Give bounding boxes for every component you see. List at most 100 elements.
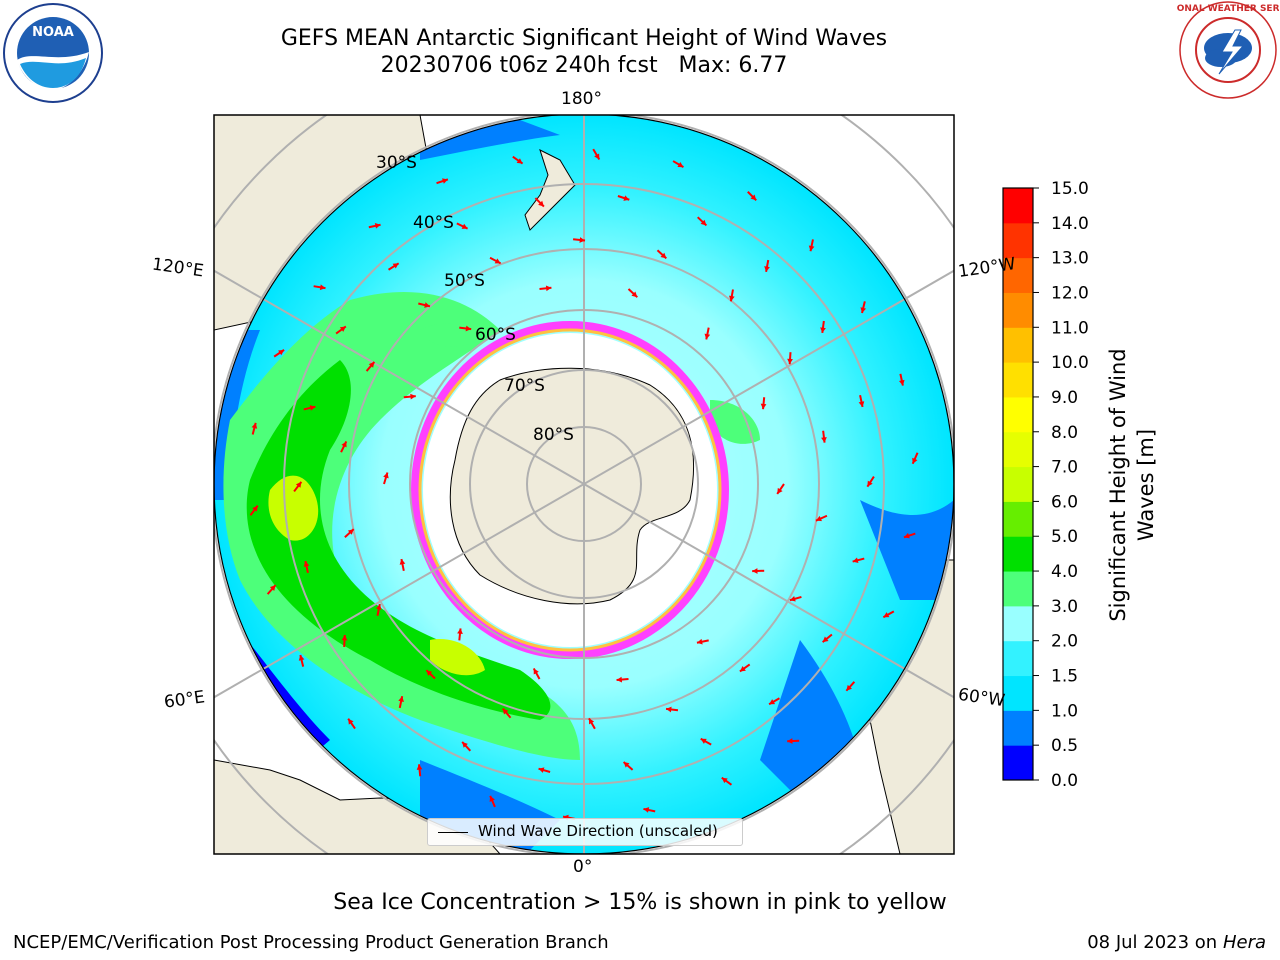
- wave-direction-arrowhead: [616, 676, 623, 683]
- colorbar-band: [1003, 222, 1033, 259]
- wave-direction-arrowhead: [339, 326, 346, 332]
- wave-direction-arrowhead: [739, 666, 746, 672]
- wave-direction-arrowhead: [416, 764, 423, 770]
- wave-direction-arrowhead: [643, 807, 650, 813]
- wave-direction-arrowhead: [704, 333, 711, 340]
- wave-direction-arrowhead: [533, 668, 539, 675]
- wave-direction-arrowhead: [760, 403, 767, 410]
- wave-direction-arrowhead: [912, 457, 918, 464]
- wave-direction-arrowhead: [461, 223, 468, 229]
- wave-direction-arrowhead: [752, 568, 758, 574]
- wave-direction-arrowhead: [457, 628, 463, 634]
- nws-logo: NATIONAL WEATHER SERVICE: [1153, 0, 1280, 102]
- wave-direction-arrowhead: [579, 237, 586, 243]
- wave-direction-arrowhead: [348, 718, 354, 725]
- wave-direction-arrowhead: [903, 532, 910, 539]
- colorbar-tick-label: 1.0: [1051, 701, 1078, 721]
- wave-direction-arrowhead: [821, 437, 827, 443]
- sea-ice-edge: [411, 321, 729, 659]
- colorbar-band: [1003, 292, 1033, 328]
- wave-direction-arrowhead: [631, 291, 638, 298]
- colorbar-tick-label: 5.0: [1051, 527, 1078, 547]
- wave-direction-arrowhead: [252, 505, 258, 512]
- wave-direction-arrowhead: [867, 480, 873, 487]
- wave-direction-arrowhead: [777, 487, 783, 494]
- colorbar-tick-label: 13.0: [1051, 249, 1089, 269]
- colorbar-title-text: Significant Height of Wind Waves [m]: [1106, 348, 1158, 622]
- title-line-1: GEFS MEAN Antarctic Significant Height o…: [280, 26, 888, 51]
- wave-direction-arrowhead: [883, 612, 890, 618]
- footer-credit: NCEP/EMC/Verification Post Processing Pr…: [13, 932, 609, 953]
- wave-direction-arrowhead: [538, 767, 545, 773]
- footer-date: 08 Jul 2023 on Hera: [1087, 932, 1266, 953]
- wave-direction-arrowhead: [398, 696, 404, 702]
- land-antarctica: [449, 367, 695, 605]
- wave-direction-arrowhead: [700, 219, 707, 226]
- wave-direction-arrowhead: [820, 327, 826, 333]
- colorbar-band: [1003, 675, 1033, 711]
- footer-host: Hera: [1222, 932, 1266, 953]
- wave-direction-arrowhead: [309, 405, 316, 411]
- wave-direction-arrowhead: [787, 738, 793, 744]
- legend-label: Wind Wave Direction (unscaled): [478, 822, 718, 840]
- lat-label-50s: 50°S: [444, 271, 485, 291]
- colorbar-tick-label: 9.0: [1051, 388, 1078, 408]
- wave-direction-arrowhead: [789, 596, 796, 602]
- colorbar-tick-label: 15.0: [1051, 179, 1089, 199]
- wave-direction-arrowhead: [660, 252, 667, 259]
- lat-label-30s: 30°S: [376, 153, 417, 173]
- map-legend: Wind Wave Direction (unscaled): [427, 818, 743, 846]
- wave-direction-arrowhead: [545, 285, 552, 292]
- wave-direction-arrowhead: [516, 158, 523, 164]
- colorbar-tick-label: 12.0: [1051, 283, 1089, 303]
- wave-direction-arrowhead: [410, 393, 416, 400]
- wave-direction-arrowhead: [787, 358, 793, 365]
- wind-wave-direction-arrows: [249, 148, 919, 821]
- wave-direction-arrowhead: [383, 472, 389, 479]
- colorbar-band: [1003, 710, 1033, 746]
- wave-direction-arrowhead: [374, 223, 381, 229]
- wave-direction-arrowhead: [424, 302, 430, 308]
- colorbar-tick-label: 0.0: [1051, 771, 1078, 791]
- wave-direction-arrowhead: [426, 670, 433, 676]
- wave-direction-arrowhead: [347, 529, 354, 535]
- colorbar-band: [1003, 466, 1033, 502]
- wave-direction-arrowhead: [442, 178, 448, 184]
- colorbar-tick-label: 10.0: [1051, 353, 1089, 373]
- colorbar-band: [1003, 431, 1033, 468]
- colorbar-tick-label: 7.0: [1051, 458, 1078, 478]
- colorbar-tick-label: 4.0: [1051, 562, 1078, 582]
- wave-direction-arrowhead: [341, 441, 347, 448]
- wave-direction-arrowhead: [750, 194, 757, 201]
- wave-direction-arrowhead: [319, 284, 326, 291]
- wave-direction-arrowhead: [375, 604, 382, 610]
- wave-direction-arrowhead: [462, 741, 468, 748]
- lat-label-60s: 60°S: [475, 325, 516, 345]
- lon-label-0: 0°: [573, 857, 593, 877]
- wave-direction-arrowhead: [489, 795, 495, 802]
- wave-direction-arrowhead: [269, 585, 276, 591]
- wave-direction-arrowhead: [696, 638, 703, 645]
- legend-line-icon: [438, 832, 468, 833]
- wave-direction-arrowhead: [465, 325, 472, 332]
- wave-direction-arrowhead: [898, 379, 905, 386]
- wave-direction-arrowhead: [278, 349, 285, 356]
- wave-direction-arrowhead: [846, 684, 853, 691]
- wave-direction-arrowhead: [588, 718, 595, 725]
- wave-direction-arrowhead: [822, 636, 829, 643]
- wave-direction-arrowhead: [623, 761, 630, 768]
- wave-direction-arrowhead: [251, 422, 258, 429]
- colorbar: 0.0 0.5 1.0 1.5 2.0 3.0 4.0 5.0 6.0 7.0 8.0 9.0 10.0…: [1002, 179, 1089, 791]
- wave-direction-arrowhead: [623, 195, 630, 201]
- wave-direction-arrowhead: [764, 266, 770, 272]
- wave-direction-arrowhead: [852, 557, 859, 564]
- wave-direction-arrowhead: [538, 200, 544, 207]
- wave-direction-arrowhead: [858, 401, 865, 407]
- colorbar-frame: [1002, 187, 1034, 781]
- noaa-logo: NOAA: [2, 2, 104, 104]
- lat-label-80s: 80°S: [533, 425, 574, 445]
- colorbar-band: [1003, 257, 1033, 293]
- colorbar-band: [1003, 640, 1033, 677]
- lat-label-70s: 70°S: [504, 376, 545, 396]
- colorbar-tick-label: 0.5: [1051, 736, 1078, 756]
